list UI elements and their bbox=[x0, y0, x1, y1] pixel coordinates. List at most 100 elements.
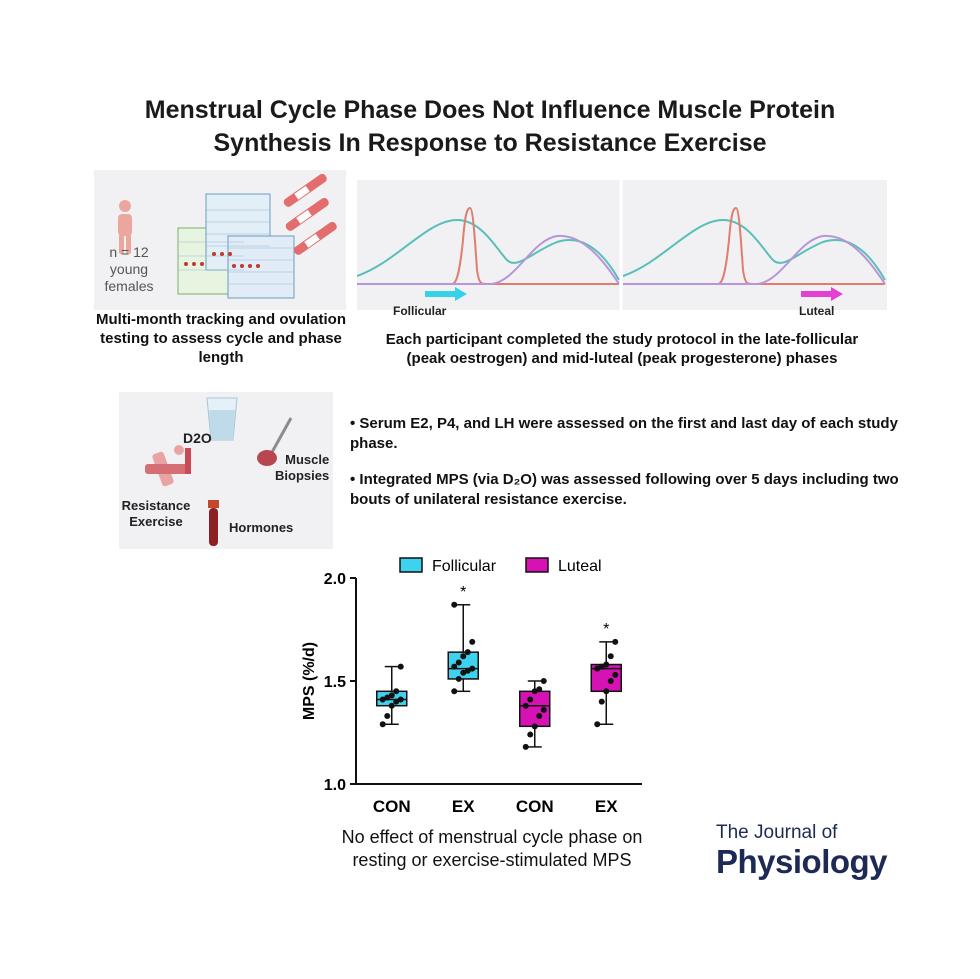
data-point bbox=[451, 663, 458, 670]
data-point bbox=[522, 702, 529, 709]
data-point bbox=[393, 698, 400, 705]
ovulation-test-icon bbox=[283, 173, 337, 255]
methods-illustration bbox=[145, 397, 293, 546]
data-point bbox=[612, 638, 619, 645]
data-point bbox=[455, 675, 462, 682]
biopsies-label: Biopsies bbox=[275, 468, 330, 483]
y-tick-label: 1.5 bbox=[324, 674, 346, 691]
data-point bbox=[384, 713, 391, 720]
participant-count: n = 12 young females bbox=[94, 244, 164, 295]
data-point bbox=[540, 706, 547, 713]
participant-age: young bbox=[109, 261, 149, 277]
exercise-label: Exercise bbox=[129, 514, 183, 529]
data-point bbox=[598, 663, 605, 670]
data-point bbox=[393, 688, 400, 695]
hormone-curves bbox=[356, 180, 886, 310]
y-tick-label: 1.0 bbox=[324, 777, 346, 794]
data-point bbox=[384, 694, 391, 701]
data-point bbox=[531, 723, 538, 730]
panel1-caption: Multi-month tracking and ovulation testi… bbox=[96, 311, 346, 366]
data-point bbox=[460, 669, 467, 676]
data-point bbox=[460, 653, 467, 660]
methods-bullets: • Serum E2, P4, and LH were assessed on … bbox=[350, 414, 910, 526]
bullet-hormones: • Serum E2, P4, and LH were assessed on … bbox=[350, 415, 898, 452]
legend-swatch-follicular bbox=[399, 557, 423, 573]
muscle-biopsies-label: Muscle Biopsies bbox=[275, 452, 329, 484]
legend-swatch-luteal bbox=[525, 557, 549, 573]
data-point bbox=[451, 688, 458, 695]
panel2-caption-line-2: (peak oestrogen) and mid-luteal (peak pr… bbox=[406, 350, 838, 367]
data-point bbox=[379, 696, 386, 703]
data-point bbox=[455, 659, 462, 666]
data-point bbox=[379, 721, 386, 728]
y-tick-label: 2.0 bbox=[324, 571, 346, 588]
page-title: Menstrual Cycle Phase Does Not Influence… bbox=[40, 94, 940, 160]
data-point bbox=[388, 702, 395, 709]
resistance-label: Resistance bbox=[121, 498, 191, 513]
follicular-label: Follicular bbox=[393, 304, 447, 318]
participant-n: n = 12 bbox=[109, 244, 149, 260]
data-point bbox=[451, 601, 458, 608]
progesterone-curve-1 bbox=[357, 234, 620, 285]
significance-marker: * bbox=[603, 621, 609, 638]
hormones-label: Hormones bbox=[229, 520, 294, 535]
d2o-label: D2O bbox=[183, 430, 212, 446]
data-point bbox=[397, 696, 404, 703]
water-glass-icon bbox=[206, 397, 238, 441]
progesterone-curve-2 bbox=[623, 234, 886, 285]
person-icon bbox=[118, 200, 132, 254]
legend-label-follicular: Follicular bbox=[432, 558, 497, 575]
conclusion-line-1: No effect of menstrual cycle phase on bbox=[341, 827, 643, 847]
title-line-1: Menstrual Cycle Phase Does Not Influence… bbox=[144, 96, 836, 124]
panel2-caption-line-1: Each participant completed the study pro… bbox=[385, 331, 859, 348]
luteal-label: Luteal bbox=[799, 304, 835, 318]
x-tick-label: CON bbox=[373, 797, 411, 816]
luteal-arrow bbox=[801, 287, 843, 301]
data-point bbox=[536, 686, 543, 693]
lh-curve-1 bbox=[357, 206, 619, 285]
panel2-caption: Each participant completed the study pro… bbox=[357, 330, 887, 368]
oestrogen-curve-2 bbox=[622, 218, 886, 281]
journal-name-line-2: Physiology bbox=[716, 843, 888, 880]
data-point bbox=[469, 638, 476, 645]
oestrogen-curve-1 bbox=[356, 218, 620, 281]
data-point bbox=[397, 663, 404, 670]
lh-curve-2 bbox=[623, 206, 885, 285]
data-point bbox=[536, 713, 543, 720]
data-point bbox=[594, 665, 601, 672]
x-tick-label: CON bbox=[516, 797, 554, 816]
participant-sex: females bbox=[104, 278, 154, 294]
data-point bbox=[607, 678, 614, 684]
resistance-exercise-label: Resistance Exercise bbox=[119, 498, 193, 530]
legend-label-luteal: Luteal bbox=[558, 558, 602, 575]
data-point bbox=[527, 731, 534, 738]
data-point bbox=[464, 667, 471, 674]
participants-panel: n = 12 young females bbox=[94, 170, 346, 310]
conclusion: No effect of menstrual cycle phase on re… bbox=[300, 826, 684, 872]
title-line-2: Synthesis In Response to Resistance Exer… bbox=[213, 129, 767, 157]
y-axis-label: MPS (%/d) bbox=[301, 642, 318, 720]
calendar-icon bbox=[177, 193, 295, 299]
data-point bbox=[594, 721, 601, 728]
conclusion-line-2: resting or exercise-stimulated MPS bbox=[352, 850, 632, 870]
data-point bbox=[527, 696, 534, 703]
data-point bbox=[598, 698, 605, 705]
journal-logo: The Journal of Physiology bbox=[716, 822, 888, 880]
data-point bbox=[464, 649, 471, 656]
data-point bbox=[522, 743, 529, 750]
data-point bbox=[531, 688, 538, 695]
data-point bbox=[603, 688, 610, 695]
data-point bbox=[607, 653, 614, 660]
data-point bbox=[612, 671, 619, 678]
blood-tube-icon bbox=[208, 500, 219, 546]
data-point bbox=[540, 678, 547, 684]
methods-panel: D2O Muscle Biopsies Resistance Exercise … bbox=[119, 392, 333, 549]
muscle-label: Muscle bbox=[285, 452, 330, 467]
leg-press-icon bbox=[145, 445, 191, 487]
x-tick-label: EX bbox=[452, 797, 475, 816]
cycle-panel: Follicular Luteal bbox=[356, 180, 887, 318]
follicular-arrow bbox=[425, 287, 467, 301]
data-point bbox=[469, 665, 476, 672]
mps-boxplot: 1.0 1.5 2.0 MPS (%/d) Follicular Luteal CON * EX… bbox=[301, 557, 642, 816]
bullet-mps: • Integrated MPS (via D₂O) was assessed … bbox=[350, 471, 899, 508]
